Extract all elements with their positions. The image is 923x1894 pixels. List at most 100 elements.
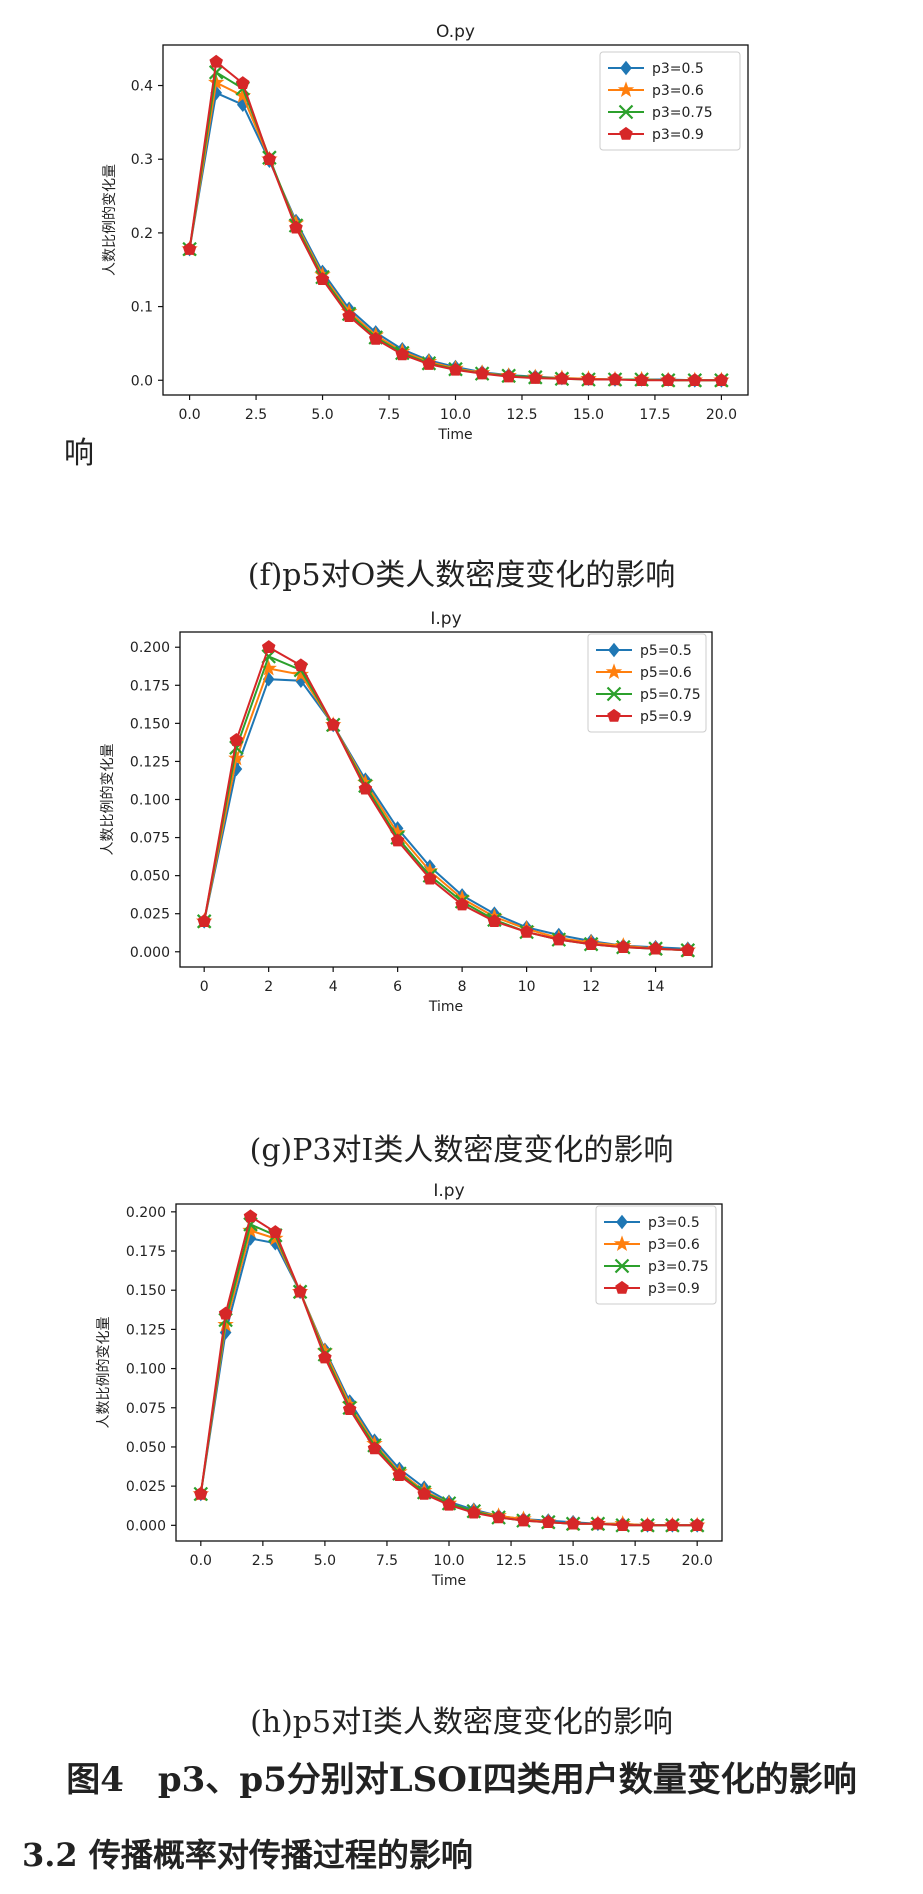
data-point [584, 937, 598, 950]
y-tick-label: 0.025 [126, 1479, 166, 1495]
legend-marker [606, 686, 622, 702]
x-tick-label: 20.0 [682, 1553, 713, 1569]
data-point [528, 370, 543, 384]
legend-label: p3=0.75 [648, 1259, 709, 1275]
data-point [207, 73, 225, 90]
legend-marker [616, 1214, 628, 1230]
data-point [487, 914, 502, 928]
data-point [634, 373, 649, 387]
y-tick-label: 0.075 [126, 1401, 166, 1417]
data-point [555, 371, 569, 385]
data-point [714, 373, 729, 387]
figure-caption: 图4 p3、p5分别对LSOI四类用户数量变化的影响 [66, 1760, 857, 1800]
legend-marker [617, 81, 635, 97]
data-point [293, 1284, 307, 1298]
data-point [262, 152, 277, 165]
chart-i-p5: I.py 0.0 2.5 5.0 7.5 10.0 12.5 15.0 17.5 20.0 0.00… [96, 1181, 723, 1589]
legend-marker [614, 1258, 630, 1274]
legend-marker [619, 126, 633, 140]
chart-title: O.py [436, 22, 475, 42]
data-point [268, 1225, 283, 1238]
y-tick-label: 0.175 [126, 1244, 166, 1260]
x-tick-label: 17.5 [639, 407, 670, 423]
x-tick-label: 0.0 [178, 407, 200, 423]
legend [587, 633, 707, 733]
data-point [661, 373, 675, 387]
subfigure-caption-f: (f)p5对O类人数密度变化的影响 [247, 558, 676, 593]
x-axis-label: Time [437, 427, 472, 443]
x-tick-label: 5.0 [311, 407, 333, 423]
data-point [326, 717, 340, 731]
y-tick-label: 0.050 [126, 1440, 166, 1456]
x-tick-label: 7.5 [378, 407, 400, 423]
data-point [368, 331, 383, 345]
x-tick-label: 6 [393, 979, 402, 995]
series-line [203, 667, 688, 952]
y-tick-label: 0.075 [130, 831, 170, 847]
chart-title: I.py [433, 1181, 464, 1201]
data-point [423, 871, 437, 885]
x-tick-label: 7.5 [376, 1553, 398, 1569]
data-point [467, 1505, 481, 1519]
legend [599, 51, 741, 151]
data-point [342, 1402, 357, 1416]
x-tick-label: 8 [458, 979, 467, 995]
subfigure-caption-g: (g)P3对I类人数密度变化的影响 [249, 1133, 674, 1168]
y-axis-label: 人数比例的变化量 [102, 164, 118, 276]
data-point [417, 1486, 431, 1500]
x-tick-label: 12.5 [506, 407, 537, 423]
data-point [688, 373, 702, 387]
y-tick-label: 0.4 [131, 79, 153, 95]
y-tick-label: 0.125 [130, 754, 170, 770]
legend-label: p5=0.9 [640, 709, 692, 725]
data-point [591, 1516, 605, 1530]
y-tick-label: 0.025 [130, 907, 170, 923]
legend-marker [615, 1280, 629, 1294]
y-tick-label: 0.125 [126, 1322, 166, 1338]
y-axis-label: 人数比例的变化量 [100, 744, 116, 856]
y-tick-label: 0.3 [131, 152, 153, 168]
y-tick-label: 0.1 [131, 300, 153, 316]
legend-label: p3=0.5 [648, 1215, 700, 1231]
data-point [455, 897, 469, 911]
data-point [552, 932, 566, 946]
y-tick-label: 0.050 [130, 869, 170, 885]
legend-label: p5=0.75 [640, 687, 701, 703]
y-tick-label: 0.100 [130, 793, 170, 809]
x-tick-label: 4 [329, 979, 338, 995]
y-tick-label: 0.2 [131, 226, 153, 242]
x-tick-label: 2 [264, 979, 273, 995]
data-point [315, 272, 330, 286]
data-point [581, 372, 596, 386]
chart-o-p5: O.py 0.0 2.5 5.0 7.5 10.0 12.5 15.0 17.5 20.0 0.0 0… [102, 22, 749, 443]
x-tick-label: 0.0 [190, 1553, 212, 1569]
x-tick-label: 5.0 [314, 1553, 336, 1569]
data-point [182, 241, 197, 255]
x-tick-label: 12.5 [495, 1553, 526, 1569]
y-tick-label: 0.000 [130, 945, 170, 961]
data-point [566, 1516, 580, 1530]
x-axis-label: Time [428, 999, 463, 1015]
y-tick-label: 0.000 [126, 1518, 166, 1534]
data-point [318, 1350, 332, 1364]
y-tick-label: 0.100 [126, 1362, 166, 1378]
data-point [395, 347, 410, 361]
data-point [289, 220, 303, 234]
data-point [294, 658, 308, 672]
data-point [501, 369, 516, 383]
data-point [541, 1515, 556, 1528]
x-tick-label: 14 [647, 979, 665, 995]
x-tick-label: 17.5 [620, 1553, 651, 1569]
legend-label: p3=0.6 [652, 83, 704, 99]
data-point [342, 309, 356, 322]
legend-marker [607, 708, 621, 722]
series-line [203, 645, 688, 952]
y-tick-label: 0.150 [130, 716, 170, 732]
legend-marker [618, 104, 634, 120]
page-fragment-text: 响 [64, 436, 94, 471]
legend-label: p3=0.9 [652, 127, 704, 143]
y-tick-label: 0.175 [130, 678, 170, 694]
data-point [292, 665, 310, 682]
data-point [681, 943, 695, 957]
data-point [516, 1513, 531, 1527]
